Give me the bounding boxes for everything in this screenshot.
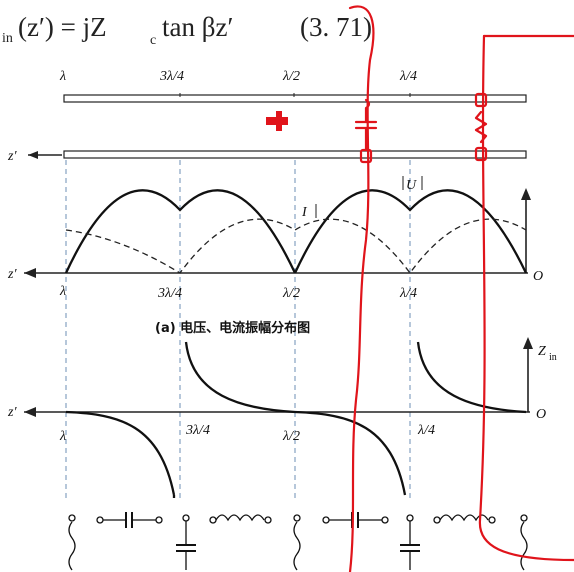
impedance-plot: Z in z′ O λ 3λ/4 λ/2 λ/4	[7, 337, 557, 498]
lower-conductor	[63, 150, 527, 159]
zin-sub: in	[549, 352, 557, 363]
terminal-node	[381, 516, 389, 524]
red-annotation-box	[474, 146, 488, 162]
voltage-label: U	[406, 178, 417, 193]
origin-imp: O	[536, 407, 546, 422]
transmission-line: λ 3λ/4 λ/2 λ/4 z′	[7, 69, 527, 164]
equation-subscript: in	[2, 31, 13, 46]
inductor-icon	[68, 521, 76, 571]
amplitude-caption: (a) 电压、电流振幅分布图	[155, 320, 310, 336]
line-label-3lambda4: 3λ/4	[159, 69, 184, 84]
upper-conductor	[63, 94, 527, 103]
terminal-node	[182, 514, 190, 522]
terminal-node	[406, 514, 414, 522]
equivalent-circuits	[68, 512, 528, 571]
red-annotation-stroke	[478, 34, 574, 562]
imp-tick-3lambda4: 3λ/4	[185, 423, 210, 438]
arrowhead-icon	[28, 151, 38, 159]
origin-amp: O	[533, 269, 543, 284]
voltage-curve-right	[293, 189, 528, 274]
arrowhead-icon	[521, 188, 531, 200]
equation-text: (z′) = jZ	[18, 12, 107, 42]
terminal-node	[155, 516, 163, 524]
equation: in (z′) = jZ c tan βz′ (3. 71)	[2, 12, 372, 48]
terminal-node	[488, 516, 496, 524]
terminal-node	[433, 516, 441, 524]
equation-tail: tan βz′	[162, 12, 233, 42]
impedance-branch	[184, 341, 407, 496]
red-annotation-box	[359, 148, 373, 164]
voltage-curve-left	[64, 189, 297, 274]
current-curve	[65, 218, 527, 275]
terminal-node	[520, 514, 528, 522]
arrowhead-icon	[24, 268, 36, 278]
terminal-node	[264, 516, 272, 524]
terminal-node	[96, 516, 104, 524]
impedance-branch	[65, 410, 176, 496]
inductor-icon	[293, 521, 301, 571]
imp-tick-lambda2: λ/2	[282, 429, 300, 444]
line-label-lambda4: λ/4	[399, 69, 417, 84]
amp-tick-lambda4: λ/4	[399, 286, 417, 301]
current-label: I	[301, 205, 308, 220]
inductor-icon	[215, 514, 265, 522]
imp-tick-lambda4: λ/4	[417, 423, 435, 438]
axis-z-prime-top: z′	[7, 149, 17, 164]
imp-tick-lambda: λ	[59, 429, 66, 444]
inductor-icon	[520, 521, 528, 571]
terminal-node	[209, 516, 217, 524]
guides	[65, 160, 411, 500]
arrowhead-icon	[24, 407, 36, 417]
red-annotation-box	[474, 92, 488, 108]
amp-tick-3lambda4: 3λ/4	[157, 286, 182, 301]
amp-tick-lambda2: λ/2	[282, 286, 300, 301]
arrowhead-icon	[523, 337, 533, 349]
line-label-lambda: λ	[59, 69, 66, 84]
terminal-node	[322, 516, 330, 524]
amp-tick-lambda: λ	[59, 284, 66, 299]
axis-z-prime-amp: z′	[7, 267, 17, 282]
red-annotation-stroke	[364, 98, 371, 124]
line-label-lambda2: λ/2	[282, 69, 300, 84]
equation-number: (3. 71)	[300, 12, 372, 42]
equation-zc-sub: c	[150, 33, 156, 48]
axis-z-prime-imp: z′	[7, 405, 17, 420]
red-annotation-inductor	[474, 110, 488, 144]
zin-label: Z	[538, 344, 546, 359]
red-annotations	[348, 5, 574, 572]
terminal-node	[293, 514, 301, 522]
terminal-node	[68, 514, 76, 522]
plus-cross-icon	[266, 111, 288, 131]
impedance-branch	[416, 341, 527, 414]
amplitude-plot: z′ O λ 3λ/4 λ/2 λ/4 I U (a) 电压、电流振幅分布图	[7, 176, 543, 336]
red-annotation-stroke	[348, 5, 375, 572]
